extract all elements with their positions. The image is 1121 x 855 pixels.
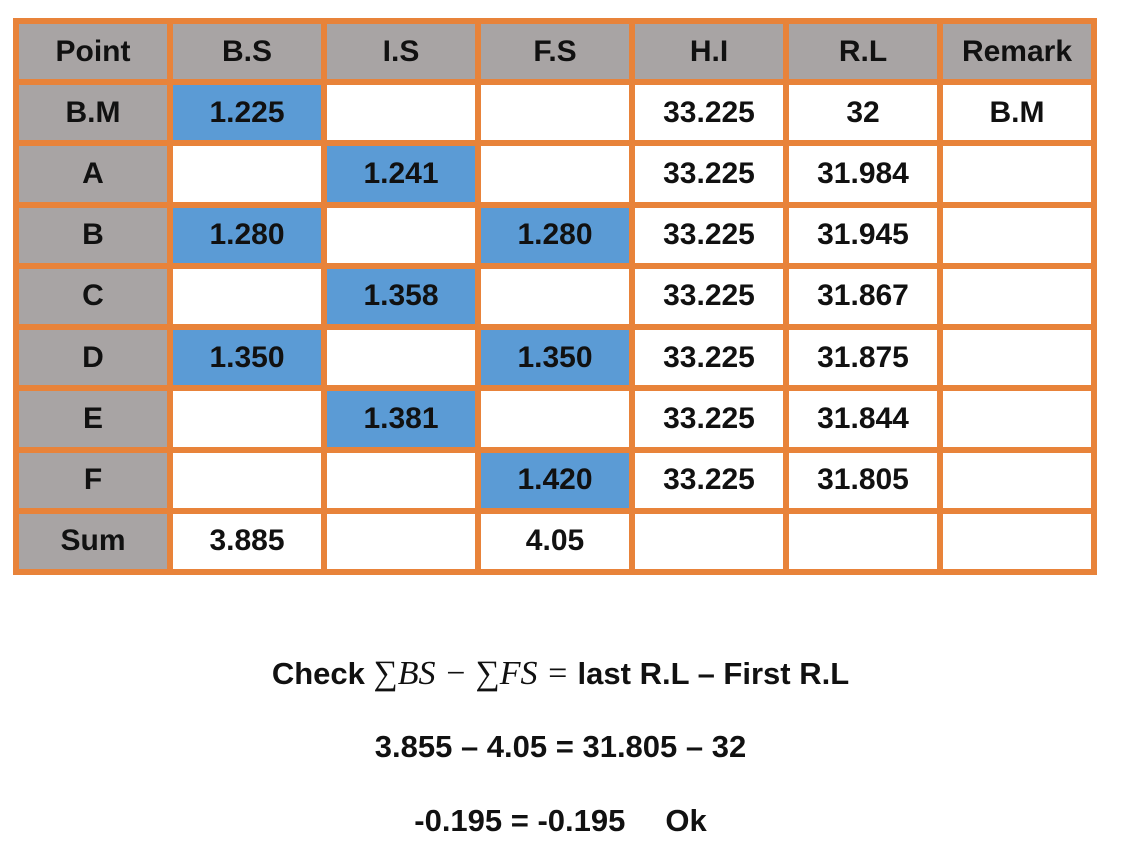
sum-cell bbox=[327, 513, 475, 569]
point-cell: B bbox=[19, 207, 167, 263]
data-cell bbox=[481, 146, 629, 202]
sum-label: Sum bbox=[19, 513, 167, 569]
data-cell: B.M bbox=[943, 85, 1091, 141]
data-cell: 1.280 bbox=[173, 207, 321, 263]
data-cell bbox=[173, 452, 321, 508]
check-line: Check ∑BS − ∑FS = last R.L – First R.L bbox=[0, 655, 1121, 693]
data-cell bbox=[173, 268, 321, 325]
data-cell: 31.844 bbox=[789, 391, 937, 447]
header-cell: B.S bbox=[173, 24, 321, 80]
leveling-table: Point B.S I.S F.S H.I R.L Remark B.M 1.225 33.225… bbox=[13, 18, 1097, 575]
data-cell: 33.225 bbox=[635, 146, 783, 202]
point-cell: F bbox=[19, 452, 167, 508]
header-cell: R.L bbox=[789, 24, 937, 80]
calculation-line: 3.855 – 4.05 = 31.805 – 32 bbox=[374, 729, 747, 764]
data-cell: 33.225 bbox=[635, 452, 783, 508]
data-cell bbox=[943, 330, 1091, 386]
verdict: Ok bbox=[665, 803, 707, 838]
data-cell bbox=[943, 452, 1091, 508]
data-cell: 1.350 bbox=[481, 330, 629, 386]
data-cell bbox=[327, 207, 475, 263]
data-cell: 1.350 bbox=[173, 330, 321, 386]
sum-cell bbox=[943, 513, 1091, 569]
sum-cell: 4.05 bbox=[481, 513, 629, 569]
header-cell: Point bbox=[19, 24, 167, 80]
point-cell: B.M bbox=[19, 85, 167, 141]
data-cell: 31.945 bbox=[789, 207, 937, 263]
header-cell: I.S bbox=[327, 24, 475, 80]
data-cell bbox=[173, 146, 321, 202]
data-cell: 31.875 bbox=[789, 330, 937, 386]
data-cell bbox=[173, 391, 321, 447]
sum-cell bbox=[789, 513, 937, 569]
sum-cell: 3.885 bbox=[173, 513, 321, 569]
data-cell bbox=[943, 146, 1091, 202]
data-cell: 1.420 bbox=[481, 452, 629, 508]
data-cell: 1.280 bbox=[481, 207, 629, 263]
header-cell: H.I bbox=[635, 24, 783, 80]
point-cell: C bbox=[19, 268, 167, 325]
data-cell bbox=[481, 85, 629, 141]
data-cell bbox=[327, 330, 475, 386]
data-cell: 33.225 bbox=[635, 330, 783, 386]
data-cell: 33.225 bbox=[635, 391, 783, 447]
data-cell bbox=[943, 268, 1091, 325]
data-cell bbox=[943, 391, 1091, 447]
data-cell bbox=[327, 452, 475, 508]
data-cell: 1.358 bbox=[327, 268, 475, 325]
result-line: -0.195 = -0.195 Ok bbox=[0, 803, 1121, 839]
data-cell: 31.805 bbox=[789, 452, 937, 508]
data-cell: 33.225 bbox=[635, 268, 783, 325]
check-label: Check bbox=[271, 656, 365, 691]
data-cell bbox=[943, 207, 1091, 263]
header-cell: F.S bbox=[481, 24, 629, 80]
data-cell: 31.984 bbox=[789, 146, 937, 202]
data-cell: 1.225 bbox=[173, 85, 321, 141]
point-cell: E bbox=[19, 391, 167, 447]
data-cell: 33.225 bbox=[635, 207, 783, 263]
result: -0.195 = -0.195 bbox=[414, 803, 626, 838]
point-cell: D bbox=[19, 330, 167, 386]
point-cell: A bbox=[19, 146, 167, 202]
data-cell bbox=[481, 391, 629, 447]
header-cell: Remark bbox=[943, 24, 1091, 80]
sum-cell bbox=[635, 513, 783, 569]
data-cell: 31.867 bbox=[789, 268, 937, 325]
data-cell: 33.225 bbox=[635, 85, 783, 141]
data-cell: 32 bbox=[789, 85, 937, 141]
data-cell: 1.241 bbox=[327, 146, 475, 202]
data-cell: 1.381 bbox=[327, 391, 475, 447]
data-cell bbox=[481, 268, 629, 325]
data-cell bbox=[327, 85, 475, 141]
check-rhs: last R.L – First R.L bbox=[577, 656, 850, 691]
check-formula: ∑BS − ∑FS = bbox=[373, 655, 569, 692]
